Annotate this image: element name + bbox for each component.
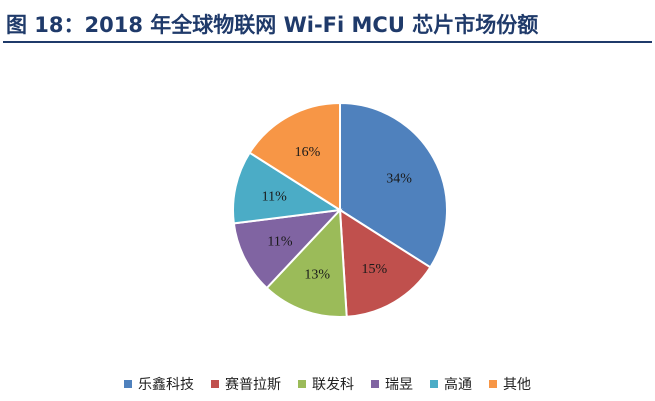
data-label-5: 11%	[262, 189, 287, 204]
legend-item-6: 其他	[489, 374, 531, 394]
legend-swatch	[298, 380, 306, 388]
legend-item-1: 乐鑫科技	[124, 374, 194, 394]
title-divider	[3, 41, 652, 43]
pie-slices	[232, 101, 448, 318]
legend-item-3: 联发科	[298, 374, 354, 394]
legend-swatch	[430, 380, 438, 388]
data-label-1: 34%	[386, 172, 412, 187]
data-label-3: 13%	[304, 267, 330, 282]
pie-slice-5	[232, 151, 343, 225]
legend-label: 瑞昱	[385, 377, 413, 393]
data-label-4: 11%	[267, 235, 292, 250]
pie-slice-6	[248, 101, 341, 212]
pie-slice-2	[338, 208, 432, 318]
pie-slice-4	[232, 208, 343, 290]
figure-title: 图 18：2018 年全球物联网 Wi-Fi MCU 芯片市场份额	[6, 13, 539, 37]
data-label-6: 16%	[295, 145, 321, 160]
legend-label: 赛普拉斯	[225, 377, 281, 393]
legend-item-2: 赛普拉斯	[211, 374, 281, 394]
pie-slice-3	[265, 207, 348, 318]
data-label-2: 15%	[361, 262, 387, 277]
legend-item-4: 瑞昱	[371, 374, 413, 394]
chart-legend: 乐鑫科技 赛普拉斯 联发科 瑞昱 高通 其他	[0, 374, 655, 394]
legend-swatch	[211, 380, 219, 388]
legend-label: 其他	[503, 377, 531, 393]
legend-item-5: 高通	[430, 374, 472, 394]
legend-swatch	[124, 380, 132, 388]
legend-swatch	[489, 380, 497, 388]
legend-label: 联发科	[312, 377, 354, 393]
pie-labels: 34% 15% 13% 11% 11% 16%	[262, 145, 413, 282]
legend-swatch	[371, 380, 379, 388]
legend-label: 高通	[444, 377, 472, 393]
legend-label: 乐鑫科技	[138, 377, 194, 393]
